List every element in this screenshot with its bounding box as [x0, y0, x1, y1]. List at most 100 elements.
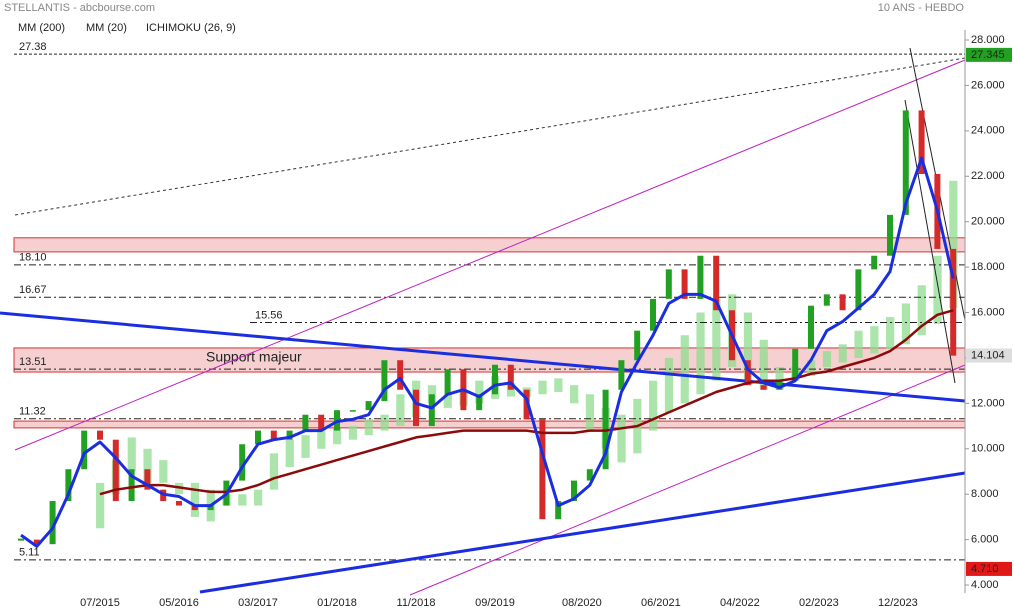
- y-tick-label: 8.000: [971, 488, 999, 500]
- candle: [318, 414, 325, 431]
- candle: [792, 348, 799, 381]
- x-tick-label: 07/2015: [80, 597, 120, 609]
- candle: [207, 505, 214, 511]
- candle: [839, 294, 846, 311]
- y-tick-label: 12.000: [971, 397, 1005, 409]
- level-label: 27.38: [19, 41, 47, 53]
- y-tick-label: 22.000: [971, 170, 1005, 182]
- x-tick-label: 01/2018: [317, 597, 357, 609]
- zone-label: Support majeur: [206, 349, 302, 365]
- candle: [760, 385, 767, 390]
- y-tick-label: 28.000: [971, 34, 1005, 46]
- cloud-band: [475, 380, 484, 404]
- cloud-band: [396, 394, 405, 427]
- trend-line: [14, 59, 966, 451]
- candle: [871, 255, 878, 270]
- zone: [13, 237, 966, 253]
- y-tick-label: 26.000: [971, 79, 1005, 91]
- price-box: [966, 561, 1012, 576]
- cloud-band: [301, 435, 310, 458]
- candle: [18, 538, 24, 541]
- candle: [444, 369, 451, 395]
- axes: 4.0006.0008.00010.00012.00014.00016.0001…: [80, 34, 1012, 609]
- level-label: 15.56: [255, 309, 283, 321]
- cloud-band: [617, 414, 626, 463]
- price-box: [966, 47, 1012, 62]
- candle: [586, 469, 593, 481]
- chart-title: STELLANTIS - abcbourse.com: [4, 2, 155, 14]
- candle: [33, 539, 40, 545]
- trend-line: [14, 57, 966, 216]
- candle: [128, 469, 135, 502]
- candle: [349, 410, 356, 412]
- candle: [618, 360, 625, 390]
- zone: [13, 347, 966, 373]
- candle: [555, 501, 562, 520]
- candle: [176, 501, 182, 506]
- candle: [744, 360, 751, 386]
- candle: [381, 360, 388, 402]
- candle: [302, 414, 309, 431]
- cloud-band: [807, 360, 816, 377]
- cloud-band: [822, 351, 832, 368]
- candle: [286, 430, 293, 440]
- cloud-band: [159, 460, 168, 483]
- candle: [823, 294, 830, 306]
- legend-entry: ICHIMOKU (26, 9): [146, 22, 236, 34]
- candle: [681, 269, 688, 299]
- candle: [397, 360, 404, 390]
- candle: [776, 380, 783, 390]
- candle: [492, 364, 498, 395]
- candle: [634, 330, 641, 361]
- cloud-band: [364, 419, 373, 436]
- candle: [918, 110, 925, 174]
- cloud-band: [696, 312, 705, 395]
- x-tick-label: 09/2019: [475, 597, 515, 609]
- cloud-band: [886, 317, 895, 349]
- levels: 27.38 18.10 16.67 15.56 13.51 11.32 5.11: [14, 41, 965, 561]
- cloud-band: [933, 255, 942, 324]
- cloud-band: [743, 312, 753, 386]
- cloud-band: [585, 394, 595, 431]
- x-tick-label: 06/2021: [641, 597, 681, 609]
- cloud-band: [901, 303, 911, 345]
- level-label: 5.11: [19, 547, 40, 559]
- trend-line: [0, 311, 966, 403]
- y-tick-label: 4.000: [971, 579, 999, 591]
- cloud-band: [269, 453, 279, 490]
- y-tick-label: 6.000: [971, 534, 999, 546]
- candle: [112, 439, 119, 502]
- legend-entry: MM (20): [86, 22, 127, 34]
- level-label: 16.67: [19, 284, 47, 296]
- candle: [887, 214, 893, 256]
- candle: [65, 469, 72, 502]
- x-tick-label: 08/2020: [562, 597, 602, 609]
- cloud-band: [759, 339, 768, 390]
- averages: [20, 156, 955, 548]
- candle: [950, 248, 957, 356]
- price-box: [966, 348, 1012, 363]
- cloud-band: [949, 180, 958, 308]
- x-tick-label: 05/2016: [159, 597, 199, 609]
- trend-line: [409, 364, 966, 596]
- y-tick-label: 24.000: [971, 125, 1005, 137]
- y-tick-label: 18.000: [971, 261, 1005, 273]
- candle: [49, 501, 56, 545]
- candle: [902, 110, 909, 215]
- cloud-band: [649, 380, 658, 431]
- cloud-band: [538, 380, 547, 395]
- period: 10 ANS - HEBDO: [878, 2, 965, 14]
- cloud-band: [506, 382, 516, 397]
- cloud-band: [190, 482, 200, 517]
- cloud-band: [96, 482, 105, 529]
- moving-average: [20, 156, 955, 548]
- x-tick-label: 12/2023: [878, 597, 918, 609]
- x-tick-label: 11/2018: [397, 597, 436, 609]
- trend-line: [904, 99, 956, 384]
- price-label: 14.104: [971, 349, 1005, 361]
- candle: [697, 255, 704, 299]
- cloud-band: [380, 414, 389, 431]
- cloud-band: [854, 330, 863, 358]
- price-label: 4.710: [971, 563, 999, 575]
